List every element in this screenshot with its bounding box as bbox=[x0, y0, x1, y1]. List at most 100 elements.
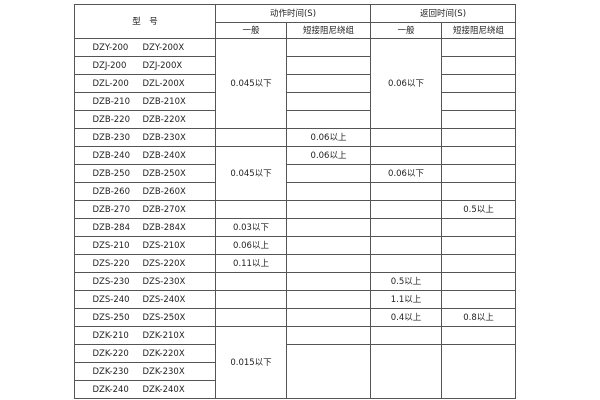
table-row: DZS-250 DZS-250X 0.4以上 0.8以上 bbox=[74, 308, 516, 327]
action-short-cell bbox=[286, 254, 371, 273]
table-row: DZL-200 DZL-200X bbox=[74, 74, 516, 93]
header-action-time: 动作时间(S) bbox=[215, 4, 371, 23]
table-row: DZS-210 DZS-210X 0.06以上 bbox=[74, 236, 516, 255]
model-code: DZB-284 bbox=[92, 222, 131, 233]
action-short-cell bbox=[286, 308, 371, 327]
return-short-cell bbox=[441, 254, 516, 273]
model-code: DZB-210X bbox=[142, 96, 186, 107]
action-general-cell bbox=[215, 290, 287, 309]
action-short-cell bbox=[286, 164, 371, 183]
action-general-cell: 0.03以下 bbox=[215, 218, 287, 237]
model-cell: DZK-220 DZK-220X bbox=[74, 344, 216, 363]
model-code: DZJ-200 bbox=[92, 60, 127, 71]
return-short-cell: 0.5以上 bbox=[441, 200, 516, 219]
model-cell: DZB-210 DZB-210X bbox=[74, 92, 216, 111]
return-general-cell bbox=[370, 254, 442, 273]
model-cell: DZB-240 DZB-240X bbox=[74, 146, 216, 165]
model-cell: DZK-230 DZK-230X bbox=[74, 362, 216, 381]
model-code: DZK-210 bbox=[92, 330, 129, 341]
action-general-cell: 0.045以下 bbox=[215, 146, 287, 201]
model-code: DZB-270X bbox=[142, 204, 186, 215]
model-cell: DZK-240 DZK-240X bbox=[74, 380, 216, 399]
model-code: DZB-240X bbox=[142, 150, 186, 161]
model-cell: DZS-210 DZS-210X bbox=[74, 236, 216, 255]
action-short-cell bbox=[286, 110, 371, 129]
action-short-cell bbox=[286, 236, 371, 255]
action-short-cell bbox=[286, 344, 371, 399]
action-general-cell: 0.015以下 bbox=[215, 326, 287, 399]
return-short-cell bbox=[441, 110, 516, 129]
model-cell: DZB-284 DZB-284X bbox=[74, 218, 216, 237]
table-row: DZB-210 DZB-210X bbox=[74, 92, 516, 111]
return-short-cell: 0.8以上 bbox=[441, 308, 516, 327]
return-short-cell bbox=[441, 38, 516, 57]
return-short-cell bbox=[441, 218, 516, 237]
action-short-cell: 0.06以上 bbox=[286, 128, 371, 147]
action-general-cell bbox=[215, 272, 287, 291]
return-short-cell bbox=[441, 146, 516, 165]
model-code: DZY-200X bbox=[142, 42, 185, 53]
return-general-cell bbox=[370, 326, 442, 345]
model-cell: DZB-260 DZB-260X bbox=[74, 182, 216, 201]
return-general-cell bbox=[370, 182, 442, 201]
model-code: DZB-260 bbox=[92, 186, 131, 197]
action-short-cell bbox=[286, 182, 371, 201]
action-short-cell bbox=[286, 218, 371, 237]
model-cell: DZB-270 DZB-270X bbox=[74, 200, 216, 219]
table-row: DZJ-200 DZJ-200X bbox=[74, 56, 516, 75]
return-short-cell bbox=[441, 92, 516, 111]
header-return-general: 一般 bbox=[370, 22, 442, 39]
table-row: DZK-240 DZK-240X bbox=[74, 380, 516, 399]
model-code: DZB-250 bbox=[92, 168, 131, 179]
model-code: DZK-210X bbox=[142, 330, 185, 341]
model-code: DZS-240 bbox=[92, 294, 130, 305]
table-row: DZB-250 DZB-250X 0.06以下 bbox=[74, 164, 516, 183]
model-code: DZS-210X bbox=[142, 240, 186, 251]
model-cell: DZB-230 DZB-230X bbox=[74, 128, 216, 147]
model-code: DZS-250X bbox=[142, 312, 186, 323]
model-code: DZK-240 bbox=[92, 384, 129, 395]
header-action-general: 一般 bbox=[215, 22, 287, 39]
action-short-cell bbox=[286, 74, 371, 93]
model-code: DZB-230X bbox=[142, 132, 186, 143]
action-general-cell: 0.06以上 bbox=[215, 236, 287, 255]
model-code: DZK-220 bbox=[92, 348, 129, 359]
header-return-short: 短接阻尼绕组 bbox=[441, 22, 516, 39]
model-cell: DZJ-200 DZJ-200X bbox=[74, 56, 216, 75]
model-code: DZS-230 bbox=[92, 276, 130, 287]
model-cell: DZS-240 DZS-240X bbox=[74, 290, 216, 309]
model-cell: DZL-200 DZL-200X bbox=[74, 74, 216, 93]
model-code: DZK-220X bbox=[142, 348, 185, 359]
return-general-cell bbox=[370, 146, 442, 165]
model-code: DZK-230 bbox=[92, 366, 129, 377]
return-general-cell bbox=[370, 128, 442, 147]
table-row: DZY-200 DZY-200X 0.045以下 0.06以下 bbox=[74, 38, 516, 129]
table-row: DZB-270 DZB-270X 0.5以上 bbox=[74, 200, 516, 219]
action-short-cell bbox=[286, 92, 371, 111]
model-cell: DZY-200 DZY-200X bbox=[74, 38, 216, 57]
header-model: 型 号 bbox=[74, 4, 216, 39]
return-general-cell: 0.5以上 bbox=[370, 272, 442, 291]
model-code: DZB-210 bbox=[92, 96, 131, 107]
model-code: DZB-260X bbox=[142, 186, 186, 197]
table-row: DZB-220 DZB-220X bbox=[74, 110, 516, 129]
action-general-cell bbox=[215, 128, 287, 147]
model-code: DZS-220X bbox=[142, 258, 186, 269]
model-code: DZS-240X bbox=[142, 294, 186, 305]
table-row: DZB-230 DZB-230X 0.06以上 bbox=[74, 128, 516, 147]
model-cell: DZB-250 DZB-250X bbox=[74, 164, 216, 183]
model-cell: DZS-250 DZS-250X bbox=[74, 308, 216, 327]
return-short-cell bbox=[441, 344, 516, 399]
action-general-cell bbox=[215, 308, 287, 327]
model-code: DZB-220X bbox=[142, 114, 186, 125]
header-action-short: 短接阻尼绕组 bbox=[286, 22, 371, 39]
table-row: DZB-260 DZB-260X bbox=[74, 182, 516, 201]
return-general-cell: 1.1以上 bbox=[370, 290, 442, 309]
table-row: DZB-240 DZB-240X 0.045以下 0.06以上 bbox=[74, 146, 516, 201]
return-short-cell bbox=[441, 164, 516, 183]
return-general-cell bbox=[370, 218, 442, 237]
return-short-cell bbox=[441, 74, 516, 93]
return-short-cell bbox=[441, 56, 516, 75]
return-short-cell bbox=[441, 290, 516, 309]
model-code: DZJ-200X bbox=[142, 60, 183, 71]
